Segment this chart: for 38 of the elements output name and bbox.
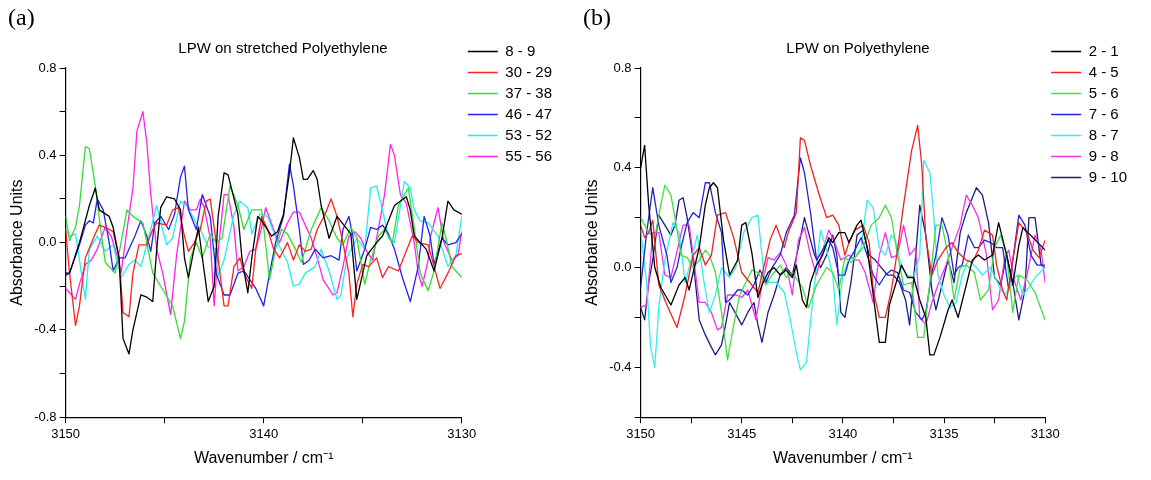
legend-label: 53 - 52 — [505, 125, 552, 143]
y-tick-label: -0.4 — [34, 321, 57, 337]
text: (b) — [583, 4, 611, 30]
x-axis-title: Wavenumber / cm⁻¹ — [193, 448, 334, 466]
x-tick-label: 3130 — [447, 425, 477, 441]
legend-label: 30 - 29 — [505, 62, 552, 80]
legend-label: 5 - 6 — [1088, 83, 1119, 101]
y-tick-label: 0.4 — [613, 159, 632, 175]
y-tick-label: 0.0 — [613, 259, 632, 275]
chart-title: LPW on Polyethylene — [786, 39, 930, 57]
legend-label: 9 - 10 — [1088, 167, 1127, 185]
x-tick-label: 3150 — [51, 425, 81, 441]
text: (a) — [8, 4, 35, 30]
legend-label: 7 - 6 — [1088, 104, 1119, 122]
y-tick-label: 0.4 — [38, 146, 57, 162]
legend-label: 37 - 38 — [505, 83, 552, 101]
y-axis-title: Absorbance Units — [8, 179, 26, 306]
y-tick-label: 0.8 — [38, 59, 57, 75]
x-tick-label: 3140 — [828, 425, 858, 441]
y-tick-label: -0.4 — [609, 358, 632, 374]
x-tick-label: 3150 — [626, 425, 656, 441]
x-tick-label: 3130 — [1030, 425, 1060, 441]
legend-label: 9 - 8 — [1088, 146, 1119, 164]
legend-label: 46 - 47 — [505, 104, 552, 122]
chart-title: LPW on stretched Polyethylene — [178, 39, 388, 57]
x-tick-label: 3135 — [929, 425, 959, 441]
x-tick-label: 3145 — [727, 425, 757, 441]
y-axis-title: Absorbance Units — [583, 179, 601, 306]
legend-label: 2 - 1 — [1088, 41, 1119, 59]
x-axis-title: Wavenumber / cm⁻¹ — [773, 448, 913, 466]
y-tick-label: 0.8 — [613, 59, 632, 75]
legend-label: 8 - 9 — [505, 41, 536, 59]
y-tick-label: 0.0 — [38, 234, 57, 250]
legend-label: 55 - 56 — [505, 146, 552, 164]
x-tick-label: 3140 — [249, 425, 279, 441]
y-tick-label: -0.8 — [34, 408, 57, 424]
legend-label: 8 - 7 — [1088, 125, 1119, 143]
legend-label: 4 - 5 — [1088, 62, 1119, 80]
